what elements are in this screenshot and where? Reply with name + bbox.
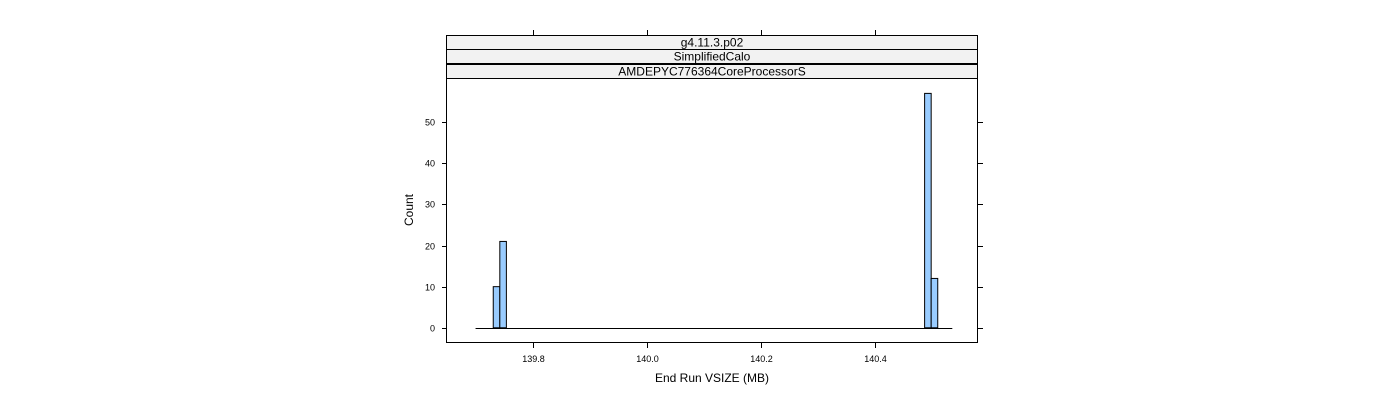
y-tick-label: 10 [425,283,435,293]
strip-label-2: SimplifiedCalo [674,50,751,64]
y-axis-title: Count [402,193,416,226]
strip-box-2 [446,49,978,64]
plot-panel [446,78,978,343]
bars [492,92,939,329]
x-tick-label: 140.4 [864,354,887,364]
y-tick-label: 50 [425,118,435,128]
histogram-bar [924,92,932,329]
histogram-bar [930,277,939,329]
axis-ticks: 139.8 140.0 140.2 140.4 0 10 20 30 40 50 [425,30,983,364]
y-tick-label: 0 [430,324,435,334]
strip-label-1: g4.11.3.p02 [681,36,744,50]
x-tick-label: 140.0 [636,354,659,364]
x-tick-label: 140.2 [750,354,773,364]
histogram-bar [499,240,507,329]
strip-headers: g4.11.3.p02 SimplifiedCalo AMDEPYC776364… [446,35,978,79]
histogram-bar [492,286,501,329]
x-tick-label: 139.8 [522,354,545,364]
y-tick-label: 40 [425,159,435,169]
x-axis-title: End Run VSIZE (MB) [655,371,769,385]
y-tick-label: 30 [425,200,435,210]
y-tick-label: 20 [425,242,435,252]
strip-label-3: AMDEPYC776364CoreProcessorS [618,65,805,79]
